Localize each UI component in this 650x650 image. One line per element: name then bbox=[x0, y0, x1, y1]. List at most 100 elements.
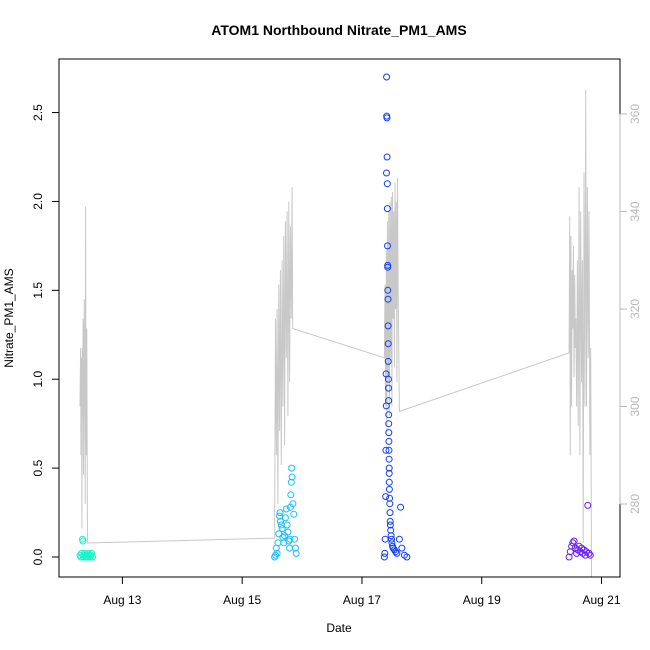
x-tick-label: Aug 15 bbox=[223, 593, 261, 607]
data-point bbox=[88, 549, 96, 557]
data-point bbox=[385, 420, 393, 428]
data-point bbox=[385, 384, 392, 392]
data-point bbox=[581, 551, 589, 559]
data-point bbox=[385, 437, 393, 445]
data-point bbox=[286, 544, 294, 552]
data-point bbox=[386, 509, 394, 517]
data-point bbox=[393, 549, 401, 557]
data-point bbox=[386, 500, 394, 508]
x-tick-label: Aug 21 bbox=[582, 593, 620, 607]
data-point bbox=[384, 322, 392, 330]
data-point bbox=[380, 553, 388, 561]
data-point bbox=[385, 411, 393, 419]
y-tick-label: 2.0 bbox=[31, 193, 45, 210]
data-point bbox=[89, 553, 96, 561]
y2-tick-label: 320 bbox=[628, 299, 642, 319]
y-tick-label: 0.0 bbox=[31, 548, 45, 565]
data-point bbox=[383, 169, 390, 177]
x-axis: Aug 13 Aug 15 Aug 17 Aug 19 Aug 21 bbox=[103, 576, 621, 607]
data-point bbox=[386, 521, 394, 529]
data-point bbox=[585, 549, 593, 557]
x-tick-label: Aug 19 bbox=[463, 593, 501, 607]
data-point bbox=[287, 491, 295, 499]
data-point bbox=[281, 514, 289, 522]
data-point bbox=[398, 544, 406, 552]
data-point bbox=[395, 535, 403, 543]
data-point bbox=[397, 503, 405, 511]
y2-tick-label: 340 bbox=[628, 201, 642, 221]
data-point bbox=[384, 286, 392, 294]
chart-title: ATOM1 Northbound Nitrate_PM1_AMS bbox=[211, 22, 466, 38]
data-point bbox=[385, 478, 393, 486]
data-point bbox=[586, 551, 594, 559]
data-point bbox=[290, 510, 298, 518]
data-point bbox=[565, 553, 573, 561]
data-point bbox=[385, 455, 393, 463]
y2-tick-label: 280 bbox=[628, 494, 642, 514]
plot-frame bbox=[58, 58, 621, 578]
data-point bbox=[282, 505, 290, 513]
data-point bbox=[276, 517, 284, 525]
data-point bbox=[383, 114, 391, 122]
data-point bbox=[385, 485, 393, 493]
data-point bbox=[384, 295, 392, 303]
data-point bbox=[288, 473, 296, 481]
data-point bbox=[385, 469, 393, 477]
data-point bbox=[384, 375, 392, 383]
data-point bbox=[79, 537, 87, 545]
data-point bbox=[291, 535, 299, 543]
data-point bbox=[383, 73, 391, 81]
data-point bbox=[385, 397, 393, 405]
data-point bbox=[383, 153, 391, 161]
data-point bbox=[384, 340, 392, 348]
line-series-path bbox=[79, 89, 592, 578]
data-point bbox=[276, 509, 284, 517]
data-point bbox=[289, 500, 297, 508]
data-point bbox=[382, 493, 390, 501]
data-point bbox=[274, 539, 282, 547]
data-point bbox=[287, 478, 295, 486]
data-point bbox=[403, 553, 411, 561]
y2-tick-label: 300 bbox=[628, 396, 642, 416]
data-point bbox=[286, 535, 294, 543]
data-point bbox=[84, 553, 91, 561]
data-point bbox=[386, 494, 394, 502]
data-point bbox=[283, 521, 291, 529]
data-point bbox=[570, 537, 578, 545]
y-tick-label: 1.5 bbox=[31, 282, 45, 299]
scatter-points bbox=[76, 73, 594, 561]
x-tick-label: Aug 17 bbox=[343, 593, 381, 607]
y-axis: 0.0 0.5 1.0 1.5 2.0 2.5 bbox=[31, 104, 60, 565]
y-axis-label: Nitrate_PM1_AMS bbox=[2, 268, 16, 367]
data-point bbox=[381, 549, 389, 557]
data-point bbox=[278, 525, 286, 533]
y-tick-label: 1.0 bbox=[31, 371, 45, 388]
data-point bbox=[381, 535, 389, 543]
data-point bbox=[385, 429, 393, 437]
data-point bbox=[389, 544, 397, 552]
data-point bbox=[291, 544, 299, 552]
data-point bbox=[383, 180, 391, 188]
data-point bbox=[584, 501, 592, 509]
data-point bbox=[384, 357, 392, 365]
x-tick-label: Aug 13 bbox=[103, 593, 141, 607]
data-point bbox=[281, 532, 289, 540]
data-point bbox=[388, 535, 395, 543]
x-axis-label: Date bbox=[326, 621, 352, 635]
y-tick-label: 0.5 bbox=[31, 459, 45, 476]
data-point bbox=[292, 549, 300, 557]
data-point bbox=[272, 551, 279, 559]
data-point bbox=[387, 526, 395, 534]
data-point bbox=[288, 464, 296, 472]
data-point bbox=[385, 446, 393, 454]
data-point bbox=[384, 242, 391, 250]
y-tick-label: 2.5 bbox=[31, 104, 45, 121]
data-point bbox=[273, 549, 281, 557]
y2-tick-label: 360 bbox=[628, 104, 642, 124]
line-series bbox=[79, 89, 592, 578]
data-point bbox=[384, 263, 392, 271]
data-point bbox=[386, 517, 394, 525]
y2-axis: 280 300 320 340 360 bbox=[619, 104, 642, 514]
data-point bbox=[383, 205, 391, 213]
